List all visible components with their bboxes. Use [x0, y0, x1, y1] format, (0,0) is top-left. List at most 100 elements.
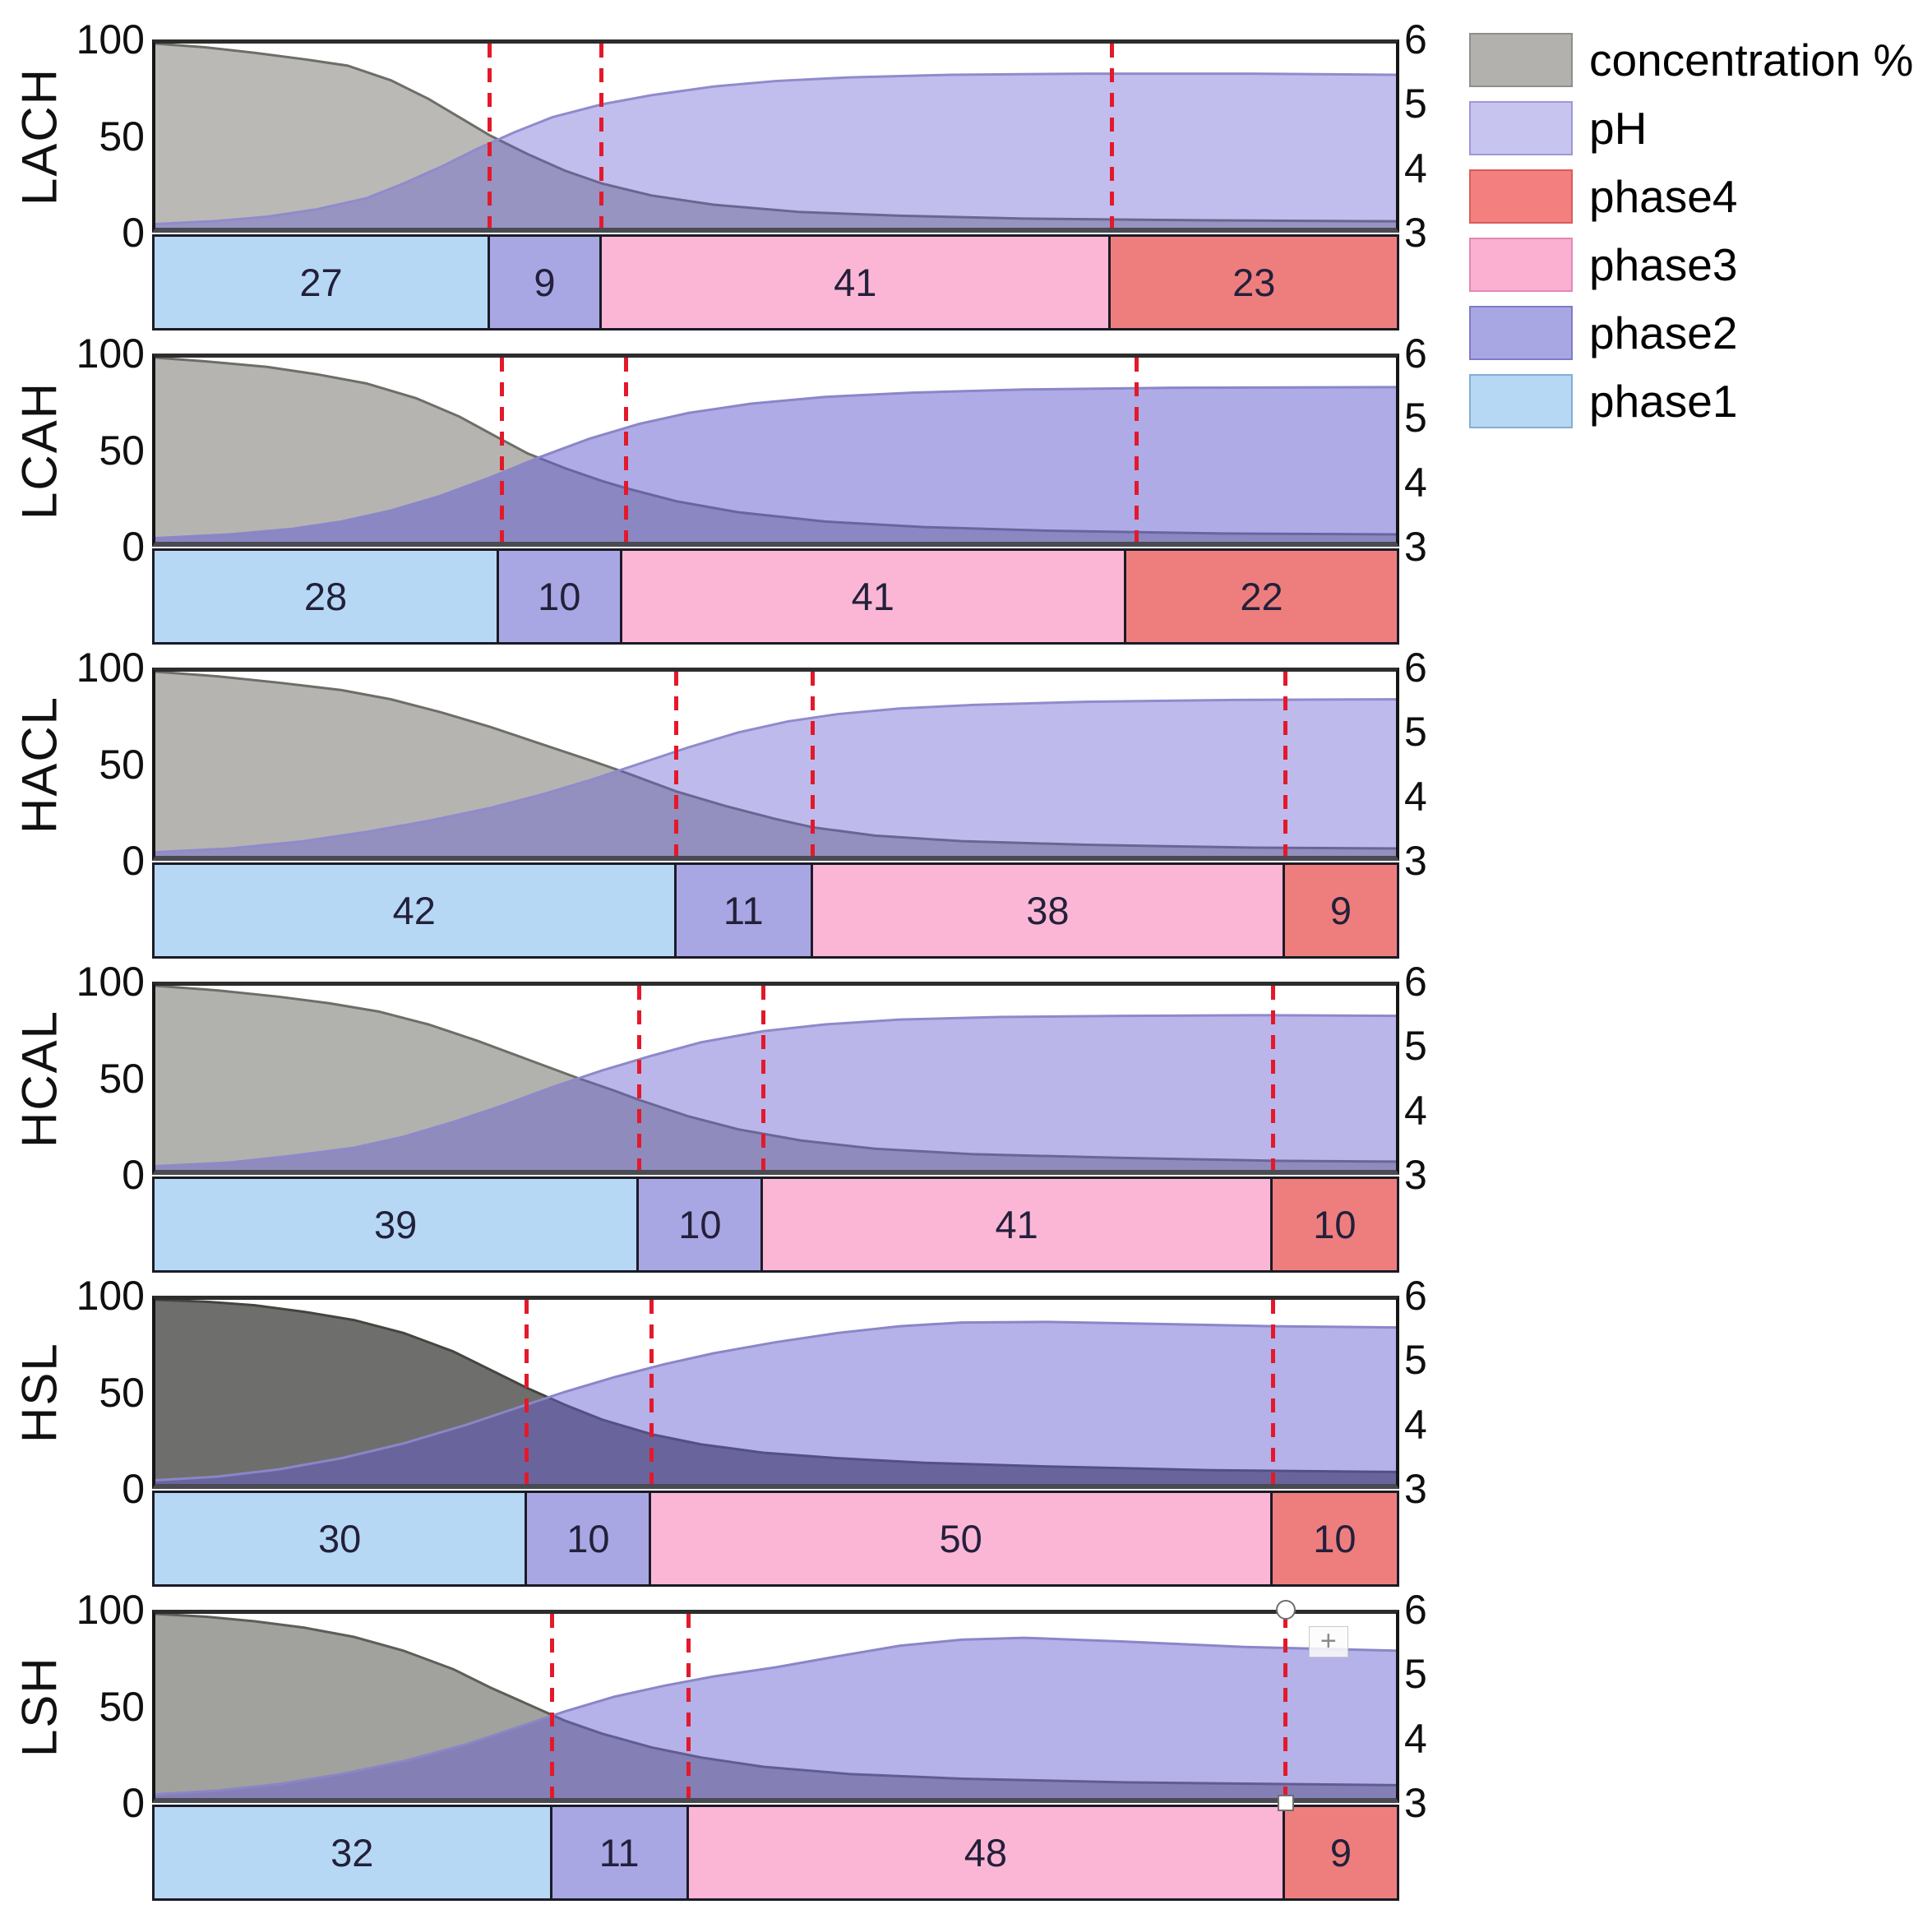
area-chart-svg [155, 1614, 1396, 1798]
phase-boundary-line[interactable] [1271, 986, 1276, 1170]
phase-bar: 27 9 41 23 [152, 234, 1399, 331]
left-axis-tick: 100 [76, 1273, 145, 1319]
phase-boundary-line[interactable] [686, 1614, 691, 1798]
right-axis-tick: 4 [1404, 1401, 1427, 1448]
phase-duration-value: 39 [374, 1203, 418, 1246]
phase-boundary-line[interactable] [673, 672, 678, 856]
phase-boundary-line[interactable] [500, 358, 505, 542]
left-axis-tick: 50 [99, 1683, 145, 1730]
phase-duration-value: 11 [723, 889, 764, 932]
right-axis-tick: 3 [1404, 1780, 1427, 1826]
drag-handle-top[interactable] [1275, 1600, 1296, 1620]
phase-duration-value: 30 [318, 1517, 362, 1560]
phase-boundary-line[interactable] [1283, 1614, 1288, 1798]
left-axis-tick: 50 [99, 1055, 145, 1102]
right-axis-tick: 4 [1404, 773, 1427, 820]
phase2-segment: 11 [676, 865, 813, 956]
phase1-segment: 28 [155, 551, 499, 642]
left-axis-tick: 50 [99, 427, 145, 474]
left-axis-tick: 0 [122, 524, 145, 570]
phase-duration-value: 22 [1240, 575, 1283, 618]
phase-boundary-line[interactable] [488, 44, 492, 228]
left-axis-tick: 0 [122, 1152, 145, 1198]
phase-boundary-line[interactable] [636, 986, 641, 1170]
left-axis-tick: 100 [76, 645, 145, 691]
ph-area [155, 699, 1396, 856]
legend-item-phase2: phase2 [1469, 306, 1930, 360]
right-axis-tick: 5 [1404, 1023, 1427, 1070]
phase4-segment: 22 [1125, 551, 1398, 642]
phase-duration-value: 32 [330, 1831, 374, 1874]
phase-duration-value: 11 [599, 1831, 640, 1874]
right-axis-tick: 6 [1404, 16, 1427, 62]
legend-swatch [1469, 238, 1573, 292]
legend-item-phase1: phase1 [1469, 374, 1930, 428]
phase3-segment: 41 [622, 551, 1126, 642]
panel-HSL: HSL 30 10 50 10 100 50 0 6 5 4 3 [0, 1274, 1932, 1610]
phase-boundary-line[interactable] [525, 1300, 529, 1484]
phase-boundary-line[interactable] [1134, 358, 1139, 542]
phase3-segment: 41 [763, 1179, 1273, 1270]
phase-boundary-line[interactable] [811, 672, 816, 856]
concentration-area [155, 1614, 1396, 1798]
phase-duration-value: 38 [1026, 889, 1070, 932]
drag-handle-bottom[interactable] [1277, 1795, 1294, 1811]
phase-duration-value: 9 [1329, 1831, 1352, 1874]
legend-label: phase1 [1589, 376, 1738, 427]
phase-boundary-line[interactable] [760, 986, 765, 1170]
phase-duration-value: 9 [534, 261, 556, 304]
phase1-segment: 32 [155, 1807, 552, 1898]
phase3-segment: 38 [812, 865, 1285, 956]
legend-label: phase3 [1589, 239, 1738, 290]
phase4-segment: 9 [1284, 865, 1397, 956]
phase1-segment: 27 [155, 237, 490, 328]
phase-boundary-line[interactable] [599, 44, 604, 228]
ph-area [155, 386, 1396, 542]
legend-label: concentration % [1589, 35, 1914, 86]
phase-boundary-line[interactable] [624, 358, 629, 542]
area-chart [152, 39, 1399, 233]
phase1-segment: 42 [155, 865, 677, 956]
phase-duration-value: 27 [299, 261, 343, 304]
right-axis-tick: 6 [1404, 1273, 1427, 1319]
legend-swatch [1469, 169, 1573, 224]
concentration-curve [155, 1614, 1396, 1785]
legend-label: pH [1589, 103, 1648, 154]
ph-area [155, 1015, 1396, 1170]
phase-boundary-line[interactable] [1271, 1300, 1276, 1484]
area-chart-svg [155, 358, 1396, 542]
legend-label: phase2 [1589, 307, 1738, 358]
legend-item-ph: pH [1469, 101, 1930, 155]
left-axis-tick: 100 [76, 16, 145, 62]
phase-boundary-line[interactable] [549, 1614, 554, 1798]
panel-HACL: HACL 42 11 38 9 100 50 0 6 5 4 3 [0, 645, 1932, 982]
phase-bar: 42 11 38 9 [152, 862, 1399, 959]
right-axis-tick: 5 [1404, 1337, 1427, 1384]
phase1-segment: 30 [155, 1493, 528, 1584]
phase3-segment: 50 [651, 1493, 1273, 1584]
phase-boundary-line[interactable] [1283, 672, 1288, 856]
phase4-segment: 10 [1272, 1493, 1397, 1584]
right-axis-tick: 3 [1404, 1152, 1427, 1198]
concentration-area [155, 672, 1396, 856]
phase-duration-value: 48 [964, 1831, 1007, 1874]
phase-boundary-line[interactable] [649, 1300, 654, 1484]
left-axis-tick: 50 [99, 741, 145, 788]
phase-boundary-line[interactable] [1109, 44, 1114, 228]
phase-bar: 32 11 48 9 [152, 1805, 1399, 1901]
legend-swatch [1469, 101, 1573, 155]
phase3-segment: 41 [601, 237, 1112, 328]
right-axis-tick: 5 [1404, 709, 1427, 756]
area-chart [152, 668, 1399, 861]
right-axis-tick: 4 [1404, 1087, 1427, 1134]
left-axis-tick: 0 [122, 838, 145, 884]
phase-duration-value: 23 [1232, 261, 1276, 304]
phase-duration-value: 41 [834, 261, 877, 304]
panel-LACH: LACH 27 9 41 23 100 50 0 6 5 4 3 [0, 17, 1932, 354]
right-axis-tick: 3 [1404, 1466, 1427, 1512]
concentration-area [155, 44, 1396, 228]
phase3-segment: 48 [688, 1807, 1285, 1898]
ph-curve [155, 387, 1396, 539]
legend-swatch [1469, 374, 1573, 428]
left-axis-tick: 50 [99, 113, 145, 159]
